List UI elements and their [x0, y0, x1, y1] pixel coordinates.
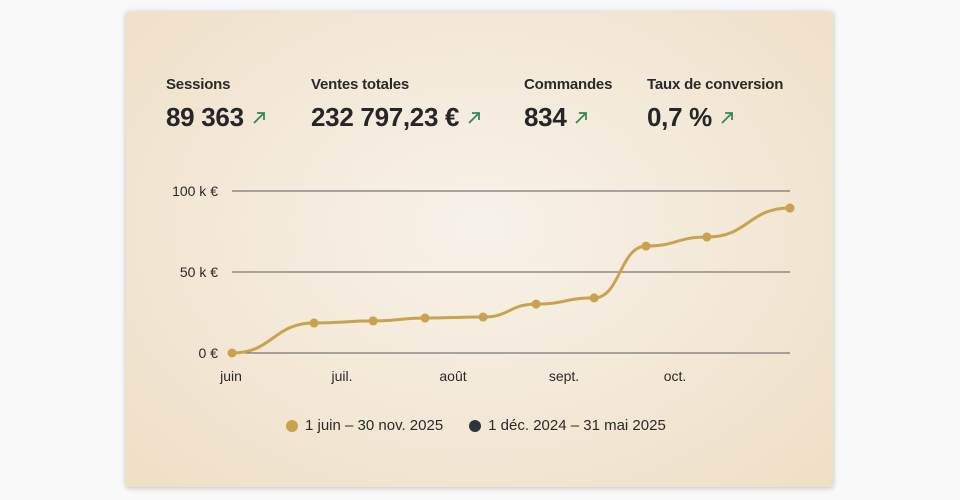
- metric-label: Taux de conversion: [647, 76, 784, 93]
- metric-value: 0,7 %: [647, 102, 712, 132]
- legend-dot-icon: [286, 419, 298, 432]
- y-tick-label: 50 k €: [179, 264, 218, 280]
- data-point[interactable]: [589, 293, 599, 303]
- chart-legend: 1 juin – 30 nov. 2025 1 déc. 2024 – 31 m…: [286, 417, 692, 434]
- metric-conversion-rate[interactable]: Taux de conversion 0,7 %: [647, 76, 783, 133]
- sales-overview-card: Sessions 89 363 Ventes totales 232 797,2…: [126, 12, 833, 487]
- gridlines: [232, 190, 790, 354]
- y-tick-label: 0 €: [198, 345, 218, 361]
- y-tick-label: 100 k €: [172, 183, 218, 199]
- metric-value: 834: [524, 102, 567, 132]
- up-arrow-icon: [253, 111, 265, 124]
- series-points-current: [227, 203, 795, 358]
- legend-item-previous-period[interactable]: 1 déc. 2024 – 31 mai 2025: [469, 417, 666, 434]
- legend-label: 1 juin – 30 nov. 2025: [305, 417, 444, 434]
- up-arrow-icon: [468, 111, 481, 124]
- legend-label: 1 déc. 2024 – 31 mai 2025: [488, 417, 666, 434]
- metric-label: Sessions: [166, 76, 231, 93]
- line-chart: [227, 190, 795, 358]
- data-point[interactable]: [641, 241, 651, 251]
- up-arrow-icon: [575, 111, 588, 124]
- metric-orders[interactable]: Commandes 834: [524, 76, 612, 133]
- up-arrow-icon: [721, 111, 733, 124]
- data-point[interactable]: [227, 348, 237, 358]
- data-point[interactable]: [420, 313, 430, 323]
- metric-value: 89 363: [166, 102, 244, 132]
- x-tick-label: juin: [220, 368, 242, 384]
- metric-label: Ventes totales: [311, 76, 410, 93]
- metric-total-sales[interactable]: Ventes totales 232 797,23 €: [311, 76, 481, 133]
- data-point[interactable]: [702, 232, 712, 242]
- series-line-current: [230, 206, 792, 355]
- data-point[interactable]: [785, 203, 795, 213]
- data-point[interactable]: [531, 299, 541, 309]
- data-point[interactable]: [368, 316, 378, 326]
- metric-value: 232 797,23 €: [311, 102, 460, 132]
- x-tick-label: juil.: [331, 368, 353, 384]
- x-tick-label: oct.: [663, 368, 687, 384]
- metric-sessions[interactable]: Sessions 89 363: [166, 76, 266, 133]
- data-point[interactable]: [478, 312, 488, 322]
- legend-dot-icon: [469, 419, 482, 432]
- metric-label: Commandes: [524, 76, 613, 93]
- legend-item-current-period[interactable]: 1 juin – 30 nov. 2025: [286, 417, 443, 434]
- data-point[interactable]: [309, 318, 319, 328]
- x-tick-label: août: [439, 368, 467, 384]
- x-tick-label: sept.: [548, 368, 580, 384]
